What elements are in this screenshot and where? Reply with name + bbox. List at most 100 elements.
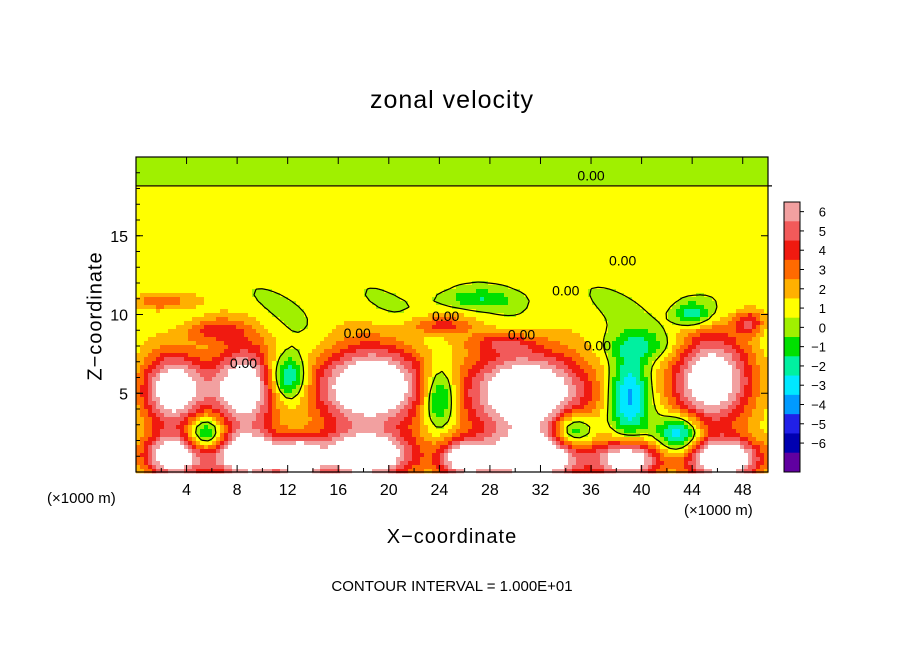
heatmap-cell [720,261,725,266]
heatmap-cell [660,249,665,254]
heatmap-cell [368,177,373,182]
heatmap-cell [704,165,709,170]
heatmap-cell [720,161,725,166]
heatmap-cell [544,253,549,258]
heatmap-cell [748,193,753,198]
heatmap-cell [192,185,197,190]
heatmap-cell [292,213,297,218]
heatmap-cell [292,181,297,186]
heatmap-cell [684,273,689,278]
heatmap-cell [176,281,181,286]
heatmap-cell [472,201,477,206]
heatmap-cell [408,233,413,238]
heatmap-cell [240,253,245,258]
heatmap-cell [364,233,369,238]
heatmap-cell [304,169,309,174]
heatmap-cell [628,273,633,278]
heatmap-cell [504,253,509,258]
heatmap-cell [732,265,737,270]
heatmap-cell [440,197,445,202]
heatmap-cell [628,213,633,218]
heatmap-cell [200,185,205,190]
heatmap-cell [356,249,361,254]
heatmap-cell [148,245,153,250]
heatmap-cell [580,241,585,246]
heatmap-cell [492,221,497,226]
heatmap-cell [600,257,605,262]
heatmap-cell [332,205,337,210]
heatmap-cell [320,177,325,182]
heatmap-cell [440,185,445,190]
heatmap-cell [600,249,605,254]
heatmap-cell [360,181,365,186]
heatmap-cell [344,277,349,282]
heatmap-cell [564,261,569,266]
heatmap-cell [144,253,149,258]
heatmap-cell [508,157,513,162]
heatmap-cell [464,249,469,254]
heatmap-cell [604,273,609,278]
heatmap-cell [408,201,413,206]
heatmap-cell [512,197,517,202]
heatmap-cell [728,185,733,190]
heatmap-cell [652,157,657,162]
heatmap-cell [328,269,333,274]
heatmap-cell [700,221,705,226]
heatmap-cell [652,197,657,202]
heatmap-cell [680,257,685,262]
heatmap-cell [536,277,541,282]
heatmap-cell [500,261,505,266]
heatmap-cell [764,217,769,222]
heatmap-cell [256,165,261,170]
heatmap-cell [404,277,409,282]
heatmap-cell [492,185,497,190]
heatmap-cell [212,173,217,178]
heatmap-cell [700,277,705,282]
heatmap-cell [264,157,269,162]
heatmap-cell [268,257,273,262]
heatmap-cell [392,189,397,194]
heatmap-cell [228,173,233,178]
heatmap-cell [576,273,581,278]
heatmap-cell [196,205,201,210]
heatmap-cell [476,277,481,282]
heatmap-cell [192,165,197,170]
heatmap-cell [384,281,389,286]
heatmap-cell [512,241,517,246]
heatmap-cell [732,197,737,202]
heatmap-cell [152,181,157,186]
heatmap-cell [560,157,565,162]
heatmap-cell [384,249,389,254]
heatmap-cell [716,233,721,238]
heatmap-cell [296,213,301,218]
heatmap-cell [552,261,557,266]
heatmap-cell [300,197,305,202]
heatmap-cell [472,269,477,274]
heatmap-cell [552,201,557,206]
heatmap-cell [652,257,657,262]
heatmap-cell [644,233,649,238]
heatmap-cell [184,269,189,274]
heatmap-cell [688,249,693,254]
heatmap-cell [148,241,153,246]
heatmap-cell [576,173,581,178]
heatmap-cell [536,205,541,210]
heatmap-cell [660,245,665,250]
heatmap-cell [296,277,301,282]
heatmap-cell [460,169,465,174]
heatmap-cell [384,257,389,262]
heatmap-cell [420,249,425,254]
heatmap-cell [748,241,753,246]
heatmap-cell [344,165,349,170]
heatmap-cell [700,237,705,242]
heatmap-cell [624,173,629,178]
heatmap-cell [432,277,437,282]
heatmap-cell [508,197,513,202]
heatmap-cell [228,229,233,234]
heatmap-cell [756,193,761,198]
heatmap-cell [648,185,653,190]
heatmap-cell [592,197,597,202]
heatmap-cell [476,217,481,222]
heatmap-cell [644,273,649,278]
heatmap-cell [408,237,413,242]
